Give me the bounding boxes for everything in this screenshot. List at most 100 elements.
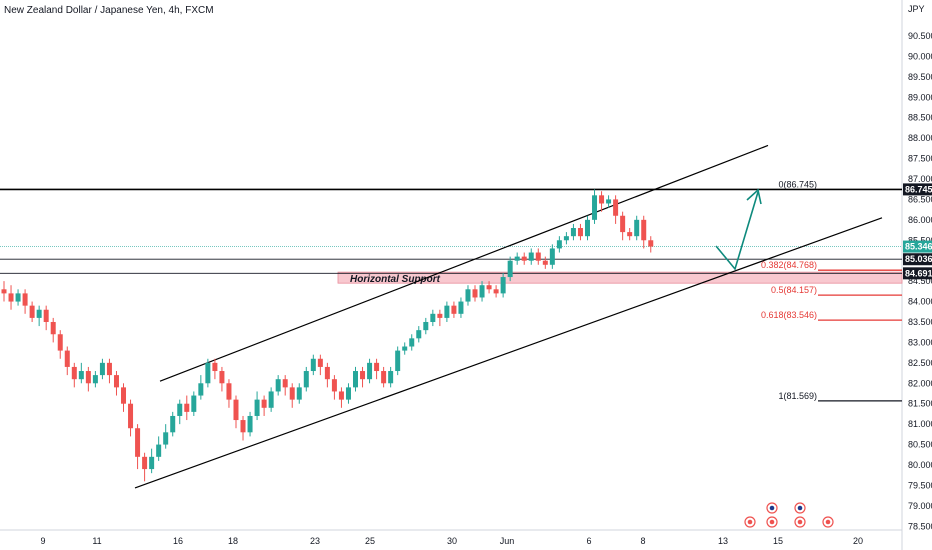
candle-body (345, 387, 351, 400)
candle-body (458, 301, 464, 314)
candle-body (205, 362, 211, 384)
channel-lower-line[interactable] (134, 217, 883, 489)
candle-body (106, 362, 112, 376)
candle-body (507, 260, 513, 278)
candle-body (599, 195, 605, 204)
candle-body (121, 387, 127, 404)
candle-body (113, 375, 119, 388)
candle-body (444, 305, 450, 318)
projection-arrow-path[interactable] (715, 191, 759, 271)
candle-body (296, 387, 302, 400)
candle-body (577, 228, 583, 237)
candle-body (423, 321, 429, 331)
fib-level-label: 0.618(83.546) (761, 310, 817, 320)
candle-body (535, 252, 541, 261)
candle-body (465, 289, 471, 302)
candle-body (549, 248, 555, 265)
candle-body (142, 456, 148, 470)
x-tick-label: 20 (853, 536, 863, 546)
x-tick-label: 30 (447, 536, 457, 546)
chart-title: New Zealand Dollar / Japanese Yen, 4h, F… (4, 5, 214, 16)
x-tick-label: 9 (40, 536, 45, 546)
candle-body (486, 285, 492, 290)
x-tick-label: 16 (173, 536, 183, 546)
candle-body (648, 240, 654, 247)
candle-body (388, 371, 394, 384)
fib-level-label: 1(81.569) (778, 391, 817, 401)
candle-body (50, 321, 56, 335)
x-tick-label: 11 (92, 536, 101, 546)
candle-body (472, 289, 478, 298)
candle-body (282, 379, 288, 388)
x-tick-label: 8 (640, 536, 645, 546)
candle-body (71, 366, 77, 380)
price-tag-label: 85.036 (905, 254, 932, 264)
x-tick-label: Jun (500, 536, 515, 546)
candle-body (353, 371, 358, 388)
event-icon-dot (825, 519, 831, 525)
candle-body (64, 350, 70, 367)
candle-body (261, 399, 267, 408)
candle-body (563, 236, 569, 241)
event-icon-dot (769, 519, 775, 525)
candle-body (437, 313, 443, 318)
candle-body (289, 387, 295, 400)
candle-body (556, 240, 562, 249)
candle-body (8, 293, 14, 302)
x-tick-label: 23 (310, 536, 320, 546)
candle-body (606, 199, 612, 204)
candle-body (479, 285, 485, 298)
candle-body (310, 358, 316, 372)
horizontal-support-label: Horizontal Support (350, 274, 441, 285)
y-tick-label: 84.500 (908, 276, 932, 286)
y-tick-label: 90.500 (908, 31, 932, 41)
candle-body (240, 420, 246, 433)
candle-body (99, 362, 105, 376)
candle-body (43, 309, 49, 322)
candle-body (198, 383, 204, 396)
candle-body (381, 371, 387, 384)
projection-arrowhead (746, 188, 762, 205)
candle-body (620, 215, 626, 233)
event-icon-dot (747, 519, 753, 525)
y-tick-label: 81.000 (908, 419, 932, 429)
candle-body (22, 293, 28, 306)
candle-body (331, 379, 337, 392)
candle-body (374, 362, 380, 372)
candle-body (149, 456, 155, 470)
candle-body (416, 330, 422, 339)
y-tick-label: 89.500 (908, 72, 932, 82)
y-tick-label: 81.500 (908, 399, 932, 409)
y-tick-label: 80.000 (908, 460, 932, 470)
candle-body (360, 371, 366, 380)
price-tag-label: 84.691 (905, 268, 932, 278)
candle-body (15, 293, 21, 302)
candle-body (177, 403, 183, 416)
fib-level-label: 0.5(84.157) (771, 285, 817, 295)
x-tick-label: 15 (773, 536, 783, 546)
candle-body (542, 260, 548, 265)
y-tick-label: 83.500 (908, 317, 932, 327)
candle-body (521, 256, 527, 261)
price-tag (903, 253, 932, 266)
candle-body (324, 366, 330, 380)
candle-body (402, 346, 408, 351)
candle-body (303, 371, 309, 388)
candle-body (128, 403, 134, 429)
x-tick-label: 13 (718, 536, 728, 546)
candle-body (338, 391, 344, 400)
candle-body (367, 362, 373, 380)
candle-body (170, 415, 176, 433)
y-tick-label: 84.000 (908, 297, 932, 307)
candle-body (36, 309, 42, 318)
candle-body (430, 313, 436, 322)
channel-upper-line[interactable] (159, 144, 769, 382)
price-tag (903, 267, 932, 280)
candle-body (226, 383, 232, 400)
fib-level-label: 0.382(84.768) (761, 260, 817, 270)
horizontal-support-zone[interactable] (337, 271, 903, 284)
event-icon-dot (797, 505, 803, 511)
price-tag-label: 85.346 (905, 242, 932, 252)
y-tick-label: 82.500 (908, 358, 932, 368)
